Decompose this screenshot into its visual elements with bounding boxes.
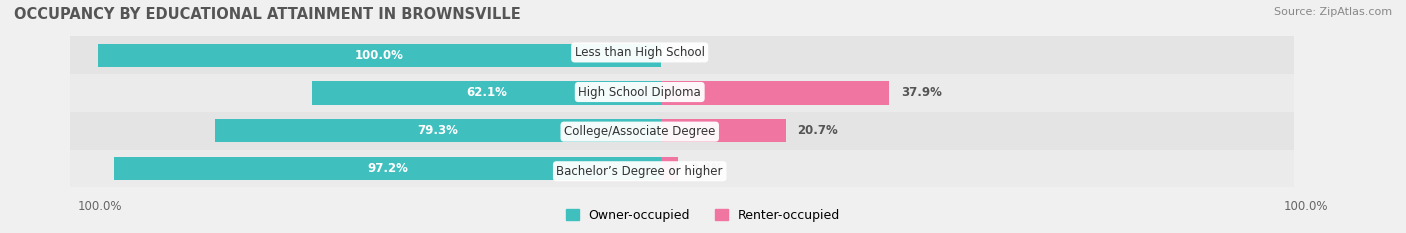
Text: 0.0%: 0.0% xyxy=(673,49,706,62)
Bar xyxy=(98,44,661,67)
Text: 100.0%: 100.0% xyxy=(356,49,404,62)
Bar xyxy=(70,150,661,187)
Text: 100.0%: 100.0% xyxy=(1284,200,1329,213)
Bar xyxy=(70,74,661,112)
Bar xyxy=(661,150,1294,187)
Text: College/Associate Degree: College/Associate Degree xyxy=(564,125,716,138)
Bar xyxy=(114,157,661,180)
Text: Bachelor’s Degree or higher: Bachelor’s Degree or higher xyxy=(557,165,723,178)
Bar xyxy=(70,36,661,74)
Text: Source: ZipAtlas.com: Source: ZipAtlas.com xyxy=(1274,7,1392,17)
Bar xyxy=(661,119,786,142)
Text: 79.3%: 79.3% xyxy=(418,124,458,137)
Text: 37.9%: 37.9% xyxy=(901,86,942,99)
Bar xyxy=(312,81,661,105)
Bar xyxy=(661,112,1294,150)
Bar xyxy=(70,112,661,150)
Bar xyxy=(215,119,661,142)
Text: OCCUPANCY BY EDUCATIONAL ATTAINMENT IN BROWNSVILLE: OCCUPANCY BY EDUCATIONAL ATTAINMENT IN B… xyxy=(14,7,520,22)
Text: Less than High School: Less than High School xyxy=(575,46,704,59)
Bar xyxy=(661,81,889,105)
Text: 2.8%: 2.8% xyxy=(690,162,723,175)
Legend: Owner-occupied, Renter-occupied: Owner-occupied, Renter-occupied xyxy=(561,204,845,227)
Bar xyxy=(661,157,678,180)
Text: High School Diploma: High School Diploma xyxy=(578,86,702,99)
Text: 97.2%: 97.2% xyxy=(367,162,408,175)
Text: 100.0%: 100.0% xyxy=(77,200,122,213)
Text: 62.1%: 62.1% xyxy=(465,86,506,99)
Bar xyxy=(661,36,1294,74)
Bar xyxy=(661,74,1294,112)
Text: 20.7%: 20.7% xyxy=(797,124,838,137)
